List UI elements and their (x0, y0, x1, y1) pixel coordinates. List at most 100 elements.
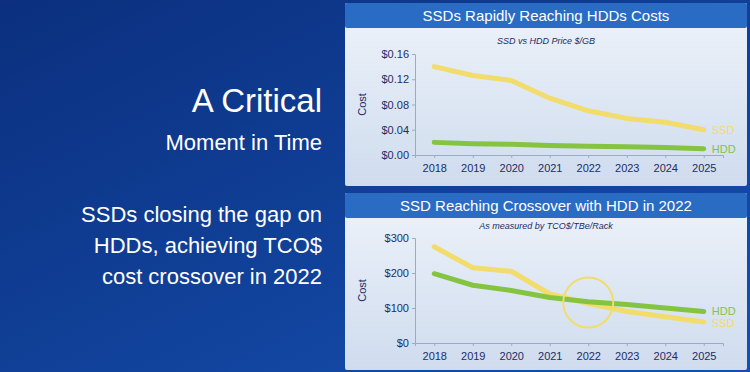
y-tick: $0.08 (381, 99, 415, 111)
x-tick-mark (665, 155, 666, 158)
plot-area (434, 247, 704, 322)
y-axis-line (412, 55, 416, 156)
x-tick: 2025 (692, 155, 716, 174)
x-tick: 2019 (461, 343, 485, 362)
y-axis: $0.00 $0.04 $0.08 $0.12 $0.16 (381, 48, 415, 161)
x-axis: 20182019202020212022202320242025 (416, 343, 724, 362)
y-axis: $0 $100 $200 $300 (385, 232, 416, 349)
slide-body: HDDs, achieving TCO$ (94, 233, 322, 258)
x-tick-mark (588, 343, 589, 346)
x-tick: 2024 (654, 343, 678, 362)
series-line (434, 67, 704, 130)
x-tick-mark (473, 155, 474, 158)
title-bar (345, 3, 747, 28)
chart: SSDs Rapidly Reaching HDDs Costs SSD vs H… (345, 3, 747, 186)
x-tick: 2019 (461, 155, 485, 174)
x-tick-label: 2025 (692, 162, 716, 174)
x-tick-mark (511, 155, 512, 158)
x-tick: 2023 (615, 155, 639, 174)
x-tick-label: 2018 (423, 162, 447, 174)
x-tick-label: 2022 (577, 162, 601, 174)
x-tick-mark (511, 343, 512, 346)
y-tick-label: $200 (385, 267, 409, 279)
y-tick-mark (412, 343, 415, 344)
x-tick-label: 2021 (538, 162, 562, 174)
plot-area (434, 67, 704, 149)
x-tick-label: 2020 (500, 162, 524, 174)
x-tick: 2018 (423, 155, 447, 174)
chart-subtitle: SSD vs HDD Price $/GB (497, 36, 595, 46)
chart-title: SSD Reaching Crossover with HDD in 2022 (400, 197, 692, 214)
y-tick-label: $100 (385, 302, 409, 314)
slide-title: A Critical (192, 82, 322, 119)
slide-body: SSDs closing the gap on (81, 202, 322, 227)
x-tick: 2021 (538, 343, 562, 362)
x-tick-mark (665, 343, 666, 346)
x-axis: 2018 2019 2020 2021 2022 2023 2024 2025 (416, 155, 724, 174)
y-tick: $0.04 (381, 124, 415, 136)
title-bar (345, 193, 747, 218)
legend-entry: SSD (712, 124, 735, 136)
y-tick-mark (412, 273, 415, 274)
x-tick: 2023 (615, 343, 639, 362)
slide-body: cost crossover in 2022 (102, 264, 322, 289)
y-axis-title: Cost (356, 279, 368, 302)
y-tick-label: $0.04 (381, 124, 409, 136)
y-tick: $0.00 (381, 149, 415, 161)
panel (345, 193, 747, 370)
y-tick: $0 (397, 337, 415, 349)
y-tick-mark (412, 130, 415, 131)
x-tick: 2020 (500, 155, 524, 174)
chart-title: SSDs Rapidly Reaching HDDs Costs (423, 7, 670, 24)
y-axis-title: Cost (356, 93, 368, 116)
y-tick-label: $0.16 (381, 48, 409, 60)
y-tick: $0.12 (381, 73, 415, 85)
x-axis-line (416, 156, 724, 159)
y-tick-label: $0.12 (381, 73, 409, 85)
x-tick-mark (434, 343, 435, 346)
x-tick-label: 2021 (538, 350, 562, 362)
x-tick-mark (473, 343, 474, 346)
x-axis-line (416, 344, 724, 347)
x-tick-label: 2023 (615, 162, 639, 174)
x-tick-label: 2019 (461, 162, 485, 174)
panel (345, 3, 747, 186)
legend-entry: HDD (712, 305, 736, 317)
y-tick-mark (412, 105, 415, 106)
highlight-circle (563, 278, 613, 328)
series-line (434, 247, 704, 322)
series-line (434, 274, 704, 312)
x-tick-label: 2020 (500, 350, 524, 362)
chart: SSD Reaching Crossover with HDD in 2022A… (345, 193, 747, 370)
x-tick: 2024 (654, 155, 678, 174)
x-tick: 2022 (577, 343, 601, 362)
background (0, 0, 750, 372)
y-tick-mark (412, 155, 415, 156)
y-tick-label: $0 (397, 337, 409, 349)
y-tick-mark (412, 238, 415, 239)
y-tick-mark (412, 54, 415, 55)
x-tick-label: 2022 (577, 350, 601, 362)
y-tick: $200 (385, 267, 415, 279)
x-tick: 2020 (500, 343, 524, 362)
x-tick-mark (550, 343, 551, 346)
x-tick-mark (704, 343, 705, 346)
x-tick-label: 2025 (692, 350, 716, 362)
x-tick-mark (627, 343, 628, 346)
y-tick: $100 (385, 302, 415, 314)
x-tick-label: 2024 (654, 350, 678, 362)
slide-text: A CriticalMoment in TimeSSDs closing the… (81, 82, 322, 289)
x-tick: 2025 (692, 343, 716, 362)
y-tick-label: $0.08 (381, 99, 409, 111)
x-tick-label: 2023 (615, 350, 639, 362)
y-tick: $0.16 (381, 48, 415, 60)
x-tick-label: 2019 (461, 350, 485, 362)
x-tick: 2022 (577, 155, 601, 174)
y-tick-label: $0.00 (381, 149, 409, 161)
y-tick: $300 (385, 232, 415, 244)
legend-entry: HDD (712, 143, 736, 155)
y-tick-mark (412, 308, 415, 309)
x-tick-mark (550, 155, 551, 158)
x-tick-label: 2024 (654, 162, 678, 174)
y-axis-line (412, 239, 416, 344)
